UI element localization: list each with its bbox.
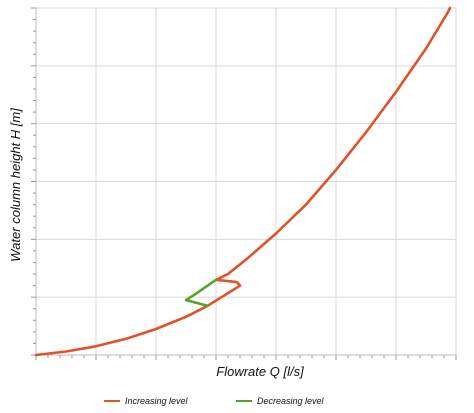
axes <box>31 7 457 360</box>
series-group <box>34 6 452 357</box>
y-axis-label: Water column height H [m] <box>8 108 23 262</box>
decreasing-level-line <box>184 278 218 308</box>
grid <box>36 7 457 355</box>
x-axis-label: Flowrate Q [l/s] <box>216 364 304 379</box>
legend: Increasing level Decreasing level <box>104 396 325 406</box>
legend-label-increasing: Increasing level <box>125 396 189 406</box>
legend-label-decreasing: Decreasing level <box>257 396 325 406</box>
increasing-level-line <box>34 6 452 357</box>
